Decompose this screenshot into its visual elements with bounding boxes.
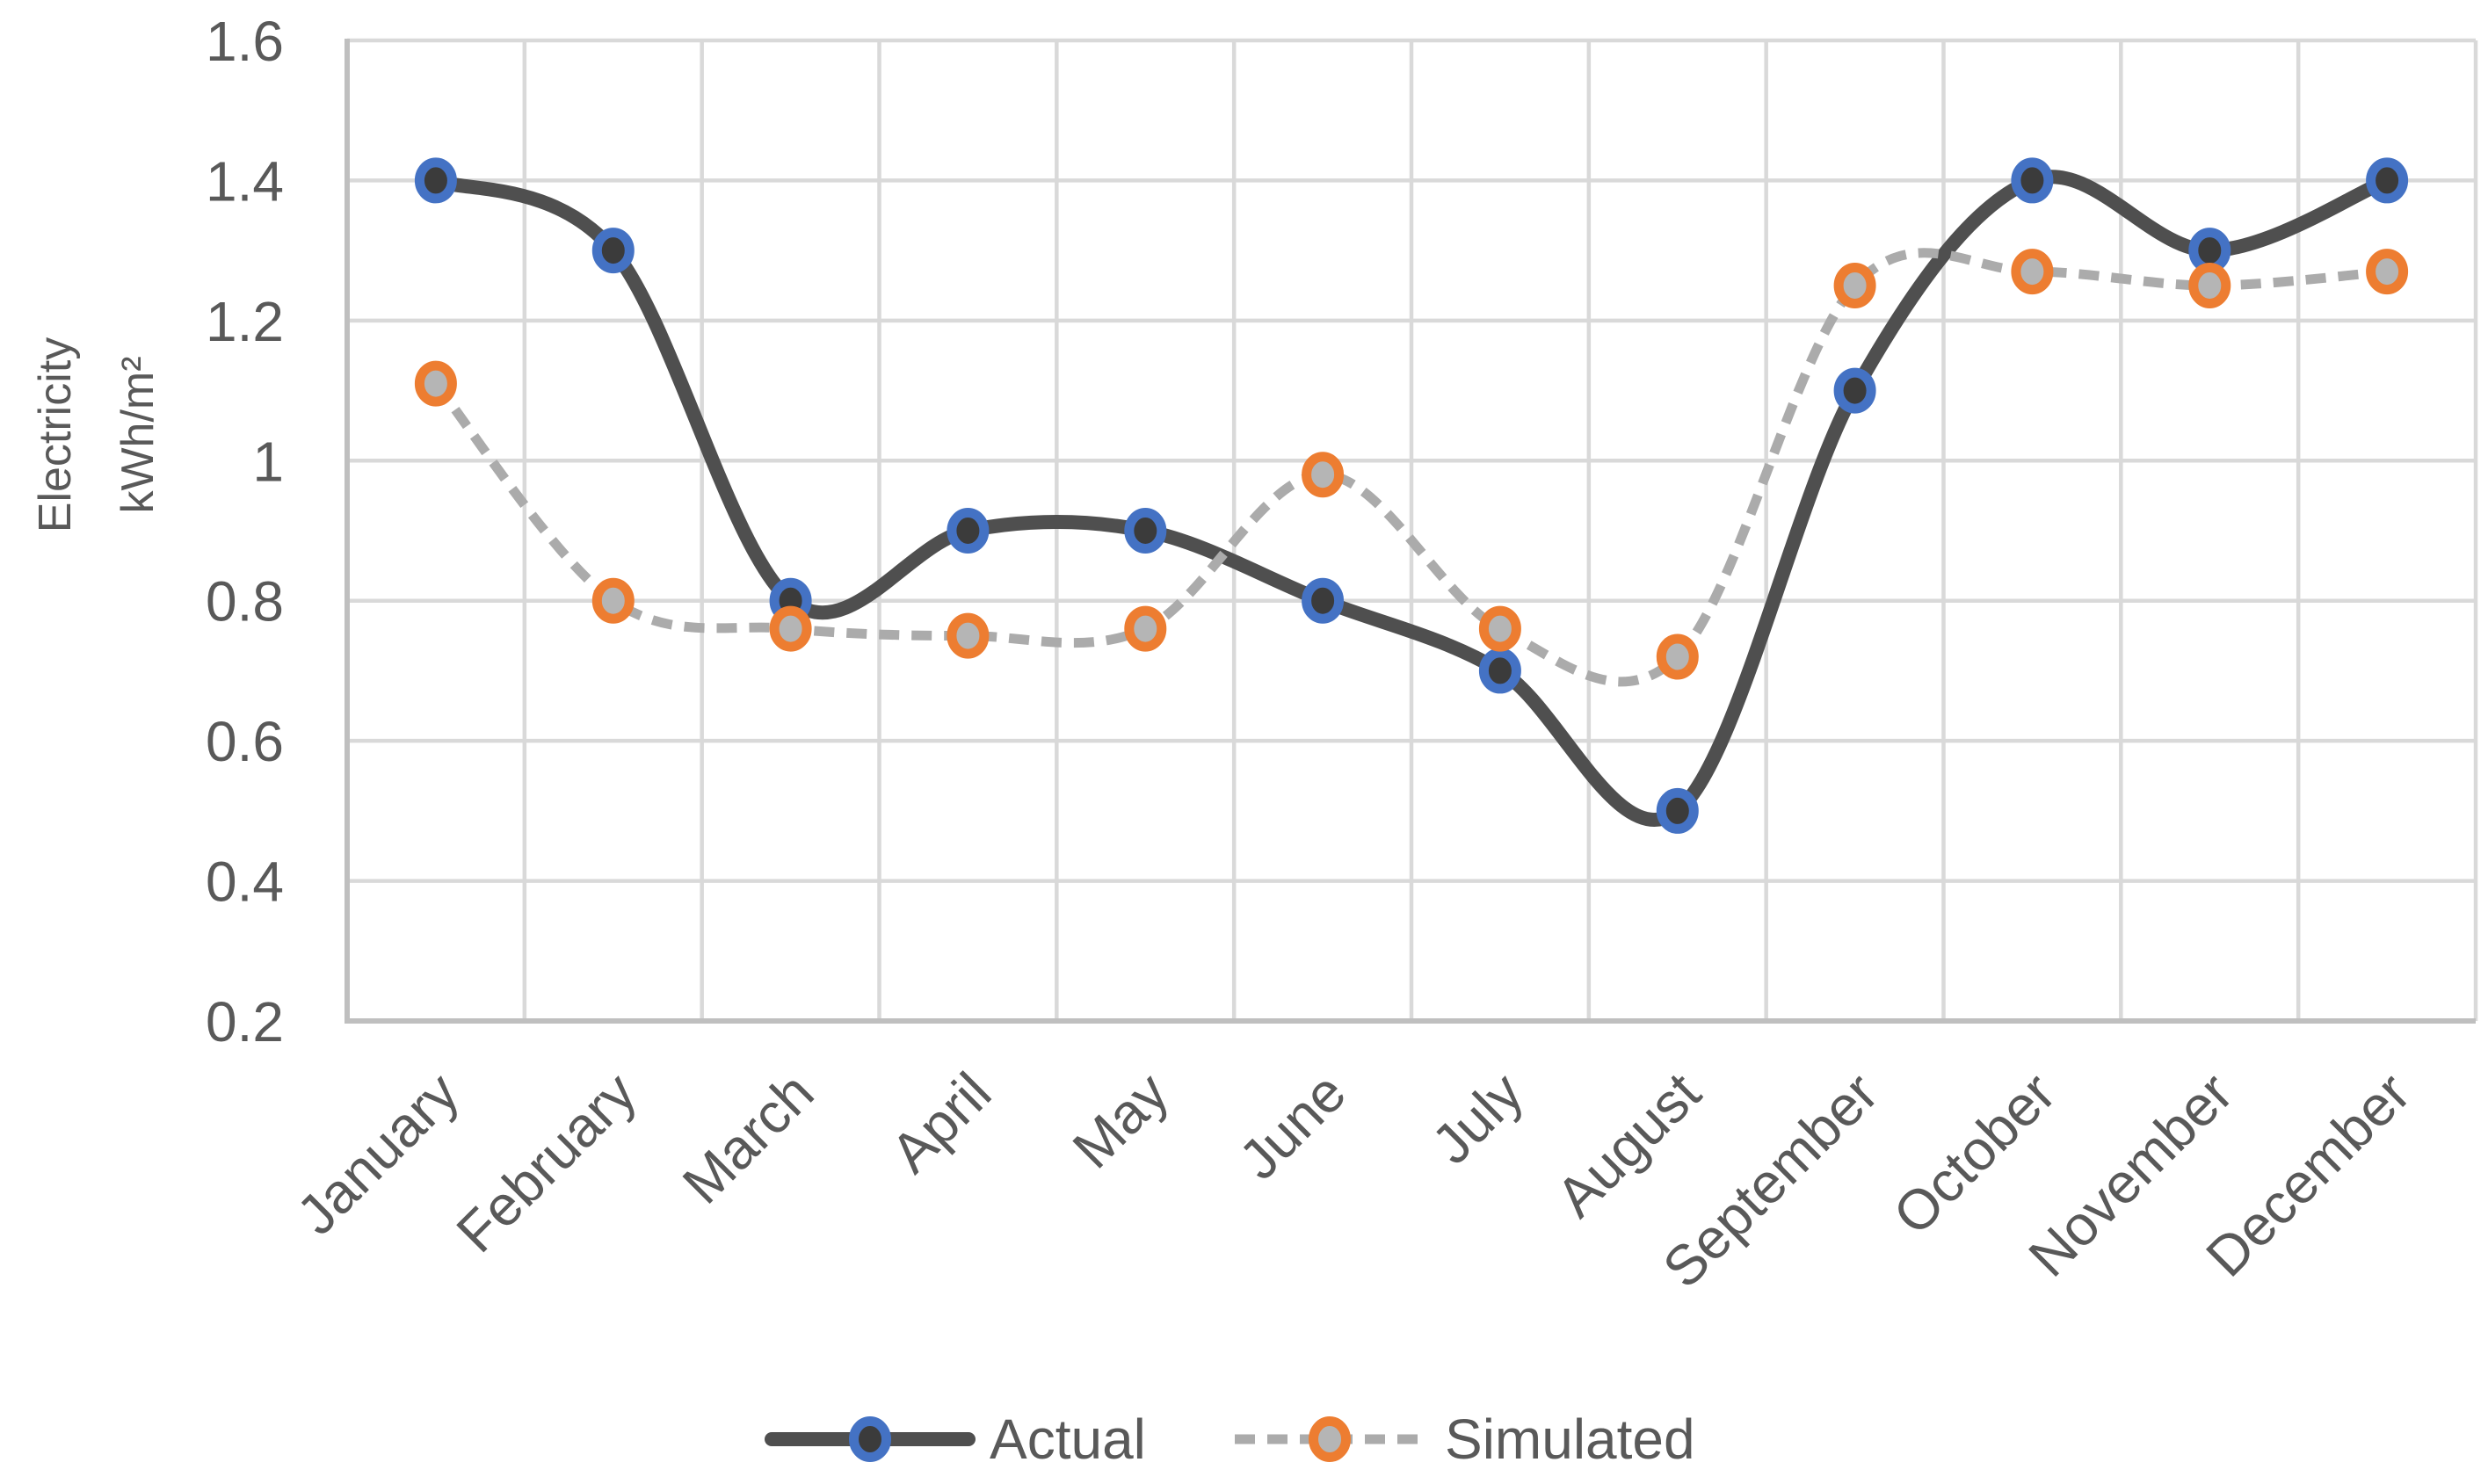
x-tick-label-may: May [1061, 1061, 1180, 1180]
legend-graphics [765, 1416, 1424, 1462]
x-tick-label-october: October [1881, 1061, 2067, 1247]
x-tick-label-april: April [879, 1061, 1003, 1184]
y-tick-label-0.2: 0.2 [206, 990, 284, 1053]
x-tick-label-july: July [1419, 1061, 1534, 1176]
simulated-marker-january [414, 360, 457, 407]
actual-marker-december [2366, 157, 2409, 204]
actual-marker-january [414, 157, 457, 204]
actual-marker-february [591, 228, 635, 274]
y-tick-label-1.2: 1.2 [206, 290, 284, 353]
x-tick-label-february: February [445, 1061, 649, 1264]
y-tick-label-1.4: 1.4 [206, 149, 284, 213]
actual-marker-may [1124, 508, 1167, 554]
simulated-marker-september [1833, 263, 1876, 308]
y-axis-title: Electricity kWh/m² [30, 337, 163, 532]
simulated-marker-february [591, 577, 635, 624]
actual-marker-april [947, 508, 990, 554]
legend-actual-marker [849, 1416, 891, 1462]
actual-marker-july [1478, 648, 1521, 694]
y-tick-label-0.4: 0.4 [206, 851, 284, 914]
series-actual [414, 157, 2409, 834]
x-tick-label-march: March [671, 1061, 826, 1216]
legend-label-simulated: Simulated [1445, 1408, 1695, 1471]
simulated-marker-november [2188, 263, 2231, 308]
simulated-marker-december [2366, 249, 2409, 295]
simulated-marker-may [1124, 605, 1167, 652]
legend: Actual Simulated [765, 1408, 1695, 1471]
y-axis-tick-labels: 1.6 1.4 1.2 1 0.8 0.6 0.4 0.2 [206, 10, 284, 1053]
simulated-marker-june [1302, 452, 1345, 498]
simulated-marker-march [769, 605, 812, 652]
x-tick-label-june: June [1227, 1061, 1358, 1191]
y-tick-label-1: 1 [252, 430, 284, 493]
simulated-marker-july [1478, 605, 1521, 652]
simulated-marker-august [1656, 633, 1699, 680]
series-simulated [414, 248, 2409, 687]
y-axis-title-line2: kWh/m² [112, 356, 163, 513]
y-tick-label-0.8: 0.8 [206, 570, 284, 633]
y-tick-label-1.6: 1.6 [206, 10, 284, 73]
simulated-marker-october [2011, 249, 2054, 295]
simulated-marker-april [947, 612, 990, 659]
actual-marker-october [2011, 157, 2054, 204]
legend-label-actual: Actual [990, 1408, 1146, 1471]
actual-marker-june [1302, 577, 1345, 624]
gridlines [345, 38, 2478, 1024]
y-tick-label-0.6: 0.6 [206, 710, 284, 773]
actual-marker-august [1656, 787, 1699, 834]
y-axis-title-line1: Electricity [30, 337, 81, 532]
x-tick-label-january: January [285, 1061, 471, 1247]
actual-marker-september [1833, 367, 1876, 414]
x-tick-label-august: August [1544, 1061, 1713, 1229]
legend-simulated-marker [1309, 1416, 1351, 1462]
